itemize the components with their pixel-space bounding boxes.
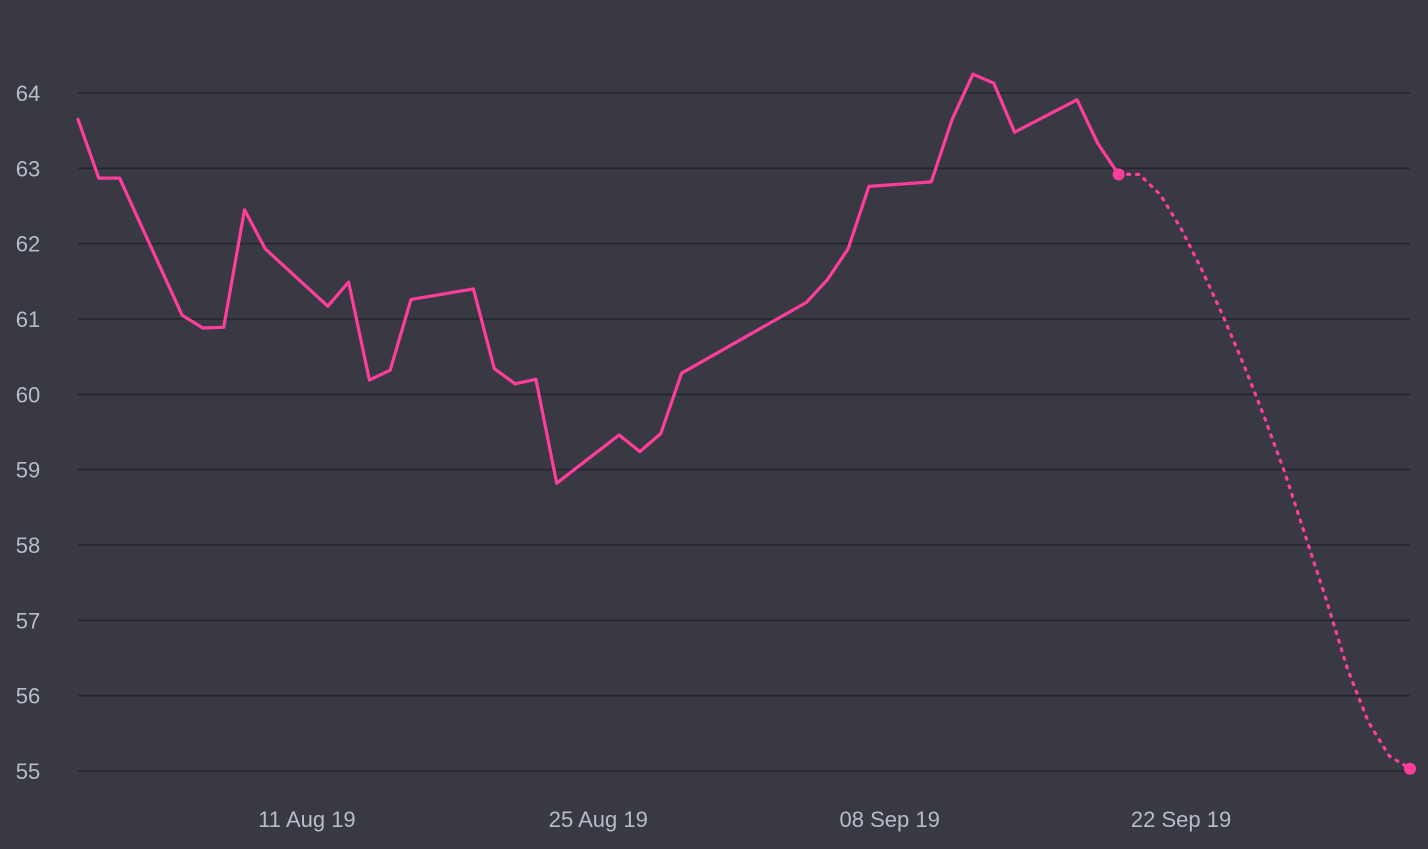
forecast-series-line bbox=[1117, 172, 1412, 771]
y-tick-label: 63 bbox=[16, 156, 40, 181]
y-tick-label: 55 bbox=[16, 759, 40, 784]
x-tick-label: 25 Aug 19 bbox=[549, 807, 648, 832]
grid-lines bbox=[78, 92, 1410, 772]
data-point-marker bbox=[1112, 168, 1125, 181]
x-axis: 11 Aug 19 25 Aug 19 08 Sep 19 22 Sep 19 bbox=[258, 807, 1231, 832]
y-tick-label: 60 bbox=[16, 382, 40, 407]
data-point-marker bbox=[1404, 762, 1416, 775]
y-tick-label: 64 bbox=[16, 81, 40, 106]
actual-series-line bbox=[76, 72, 1121, 485]
y-tick-label: 58 bbox=[16, 533, 40, 558]
y-tick-label: 62 bbox=[16, 232, 40, 257]
y-tick-label: 61 bbox=[16, 307, 40, 332]
x-tick-label: 08 Sep 19 bbox=[840, 807, 940, 832]
x-tick-label: 22 Sep 19 bbox=[1131, 807, 1231, 832]
y-tick-label: 56 bbox=[16, 684, 40, 709]
x-tick-label: 11 Aug 19 bbox=[258, 807, 355, 832]
y-axis: 55 56 57 58 59 60 61 62 63 64 bbox=[16, 81, 40, 784]
y-tick-label: 57 bbox=[16, 608, 40, 633]
marker-group bbox=[1112, 168, 1416, 775]
series-group bbox=[76, 72, 1412, 771]
y-tick-label: 59 bbox=[16, 458, 40, 483]
